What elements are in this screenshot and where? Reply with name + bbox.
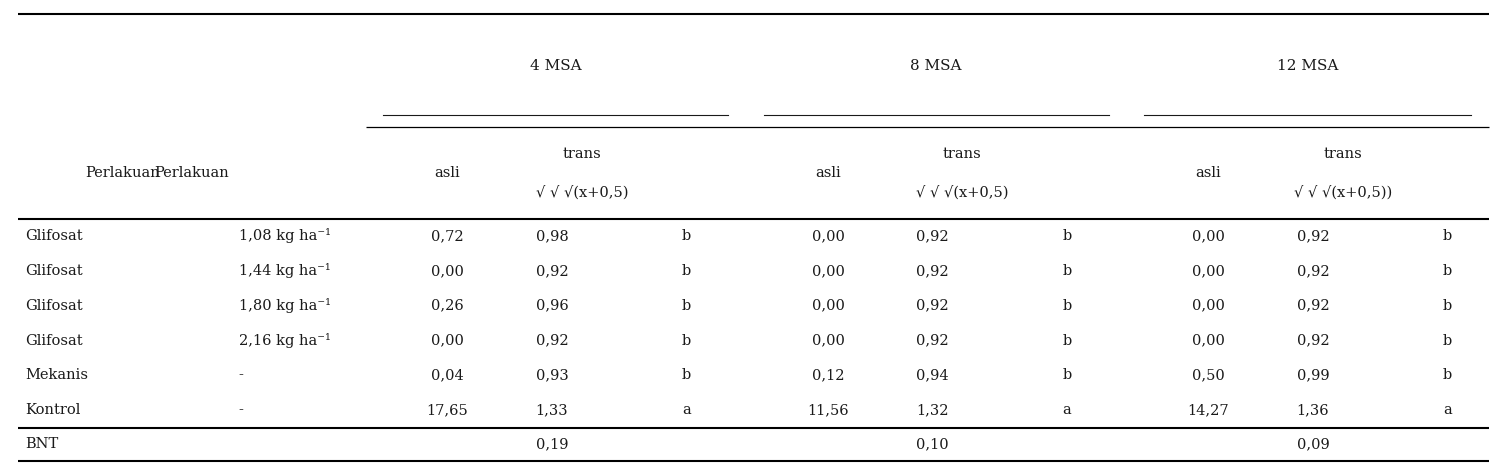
Text: 8 MSA: 8 MSA: [910, 59, 962, 73]
Text: 0,10: 0,10: [916, 437, 949, 451]
Text: 0,00: 0,00: [812, 229, 844, 243]
Text: 0,93: 0,93: [536, 368, 568, 383]
Text: 11,56: 11,56: [807, 403, 849, 417]
Text: Perlakuan: Perlakuan: [85, 166, 161, 180]
Text: 0,72: 0,72: [431, 229, 464, 243]
Text: b: b: [1443, 334, 1452, 347]
Text: 0,50: 0,50: [1192, 368, 1225, 383]
Text: b: b: [1443, 264, 1452, 278]
Text: 1,36: 1,36: [1297, 403, 1329, 417]
Text: a: a: [1062, 403, 1071, 417]
Text: b: b: [1062, 229, 1071, 243]
Text: 0,92: 0,92: [1297, 334, 1329, 347]
Text: 0,00: 0,00: [812, 264, 844, 278]
Text: 1,33: 1,33: [536, 403, 568, 417]
Text: 0,92: 0,92: [1297, 299, 1329, 313]
Text: 0,00: 0,00: [1192, 229, 1225, 243]
Text: √ √ √(x+0,5): √ √ √(x+0,5): [916, 186, 1009, 200]
Text: 17,65: 17,65: [427, 403, 468, 417]
Text: b: b: [1443, 299, 1452, 313]
Text: 0,09: 0,09: [1297, 437, 1329, 451]
Text: 0,00: 0,00: [431, 264, 464, 278]
Text: b: b: [682, 229, 691, 243]
Text: BNT: BNT: [25, 437, 58, 451]
Text: trans: trans: [943, 148, 982, 161]
Text: 0,92: 0,92: [916, 299, 949, 313]
Text: Glifosat: Glifosat: [25, 299, 84, 313]
Text: a: a: [682, 403, 691, 417]
Text: 0,00: 0,00: [431, 334, 464, 347]
Text: 4 MSA: 4 MSA: [530, 59, 582, 73]
Text: Glifosat: Glifosat: [25, 229, 84, 243]
Text: 0,00: 0,00: [812, 299, 844, 313]
Text: 0,00: 0,00: [1192, 334, 1225, 347]
Text: 1,80 kg ha⁻¹: 1,80 kg ha⁻¹: [239, 298, 331, 313]
Text: Glifosat: Glifosat: [25, 264, 84, 278]
Text: 0,12: 0,12: [812, 368, 844, 383]
Text: Kontrol: Kontrol: [25, 403, 81, 417]
Text: 0,04: 0,04: [431, 368, 464, 383]
Text: 0,92: 0,92: [1297, 229, 1329, 243]
Text: 0,92: 0,92: [1297, 264, 1329, 278]
Text: b: b: [1062, 368, 1071, 383]
Text: b: b: [1443, 229, 1452, 243]
Text: 0,98: 0,98: [536, 229, 568, 243]
Text: b: b: [682, 368, 691, 383]
Text: b: b: [1062, 264, 1071, 278]
Text: b: b: [1443, 368, 1452, 383]
Text: -: -: [239, 403, 243, 417]
Text: √ √ √(x+0,5)): √ √ √(x+0,5)): [1294, 186, 1392, 200]
Text: 0,00: 0,00: [812, 334, 844, 347]
Text: asli: asli: [1195, 166, 1222, 180]
Text: 14,27: 14,27: [1188, 403, 1229, 417]
Text: 0,99: 0,99: [1297, 368, 1329, 383]
Text: 0,92: 0,92: [916, 229, 949, 243]
Text: 0,92: 0,92: [916, 334, 949, 347]
Text: 12 MSA: 12 MSA: [1277, 59, 1338, 73]
Text: 0,92: 0,92: [536, 264, 568, 278]
Text: √ √ √(x+0,5): √ √ √(x+0,5): [536, 186, 628, 200]
Text: 0,96: 0,96: [536, 299, 568, 313]
Text: b: b: [682, 334, 691, 347]
Text: 0,94: 0,94: [916, 368, 949, 383]
Text: asli: asli: [815, 166, 841, 180]
Text: trans: trans: [1323, 148, 1362, 161]
Text: 1,08 kg ha⁻¹: 1,08 kg ha⁻¹: [239, 228, 331, 243]
Text: Mekanis: Mekanis: [25, 368, 88, 383]
Text: 0,26: 0,26: [431, 299, 464, 313]
Text: 0,92: 0,92: [536, 334, 568, 347]
Text: 2,16 kg ha⁻¹: 2,16 kg ha⁻¹: [239, 333, 331, 348]
Text: b: b: [1062, 299, 1071, 313]
Text: b: b: [682, 264, 691, 278]
Text: b: b: [1062, 334, 1071, 347]
Text: Glifosat: Glifosat: [25, 334, 84, 347]
Text: b: b: [682, 299, 691, 313]
Text: trans: trans: [562, 148, 601, 161]
Text: 1,44 kg ha⁻¹: 1,44 kg ha⁻¹: [239, 263, 330, 278]
Text: 1,32: 1,32: [916, 403, 949, 417]
Text: 0,00: 0,00: [1192, 299, 1225, 313]
Text: 0,92: 0,92: [916, 264, 949, 278]
Text: 0,00: 0,00: [1192, 264, 1225, 278]
Text: Perlakuan: Perlakuan: [154, 166, 230, 180]
Text: asli: asli: [434, 166, 461, 180]
Text: 0,19: 0,19: [536, 437, 568, 451]
Text: -: -: [239, 368, 243, 383]
Text: a: a: [1443, 403, 1452, 417]
